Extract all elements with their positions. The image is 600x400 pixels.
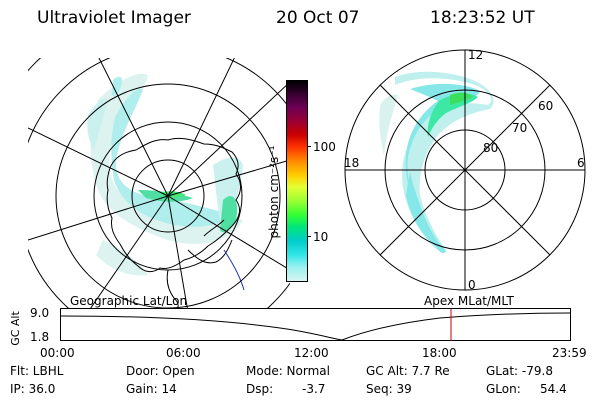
colorbar-tick-100: 100: [313, 140, 336, 154]
aurora-emission-geographic: [87, 73, 243, 276]
meridians: [28, 58, 290, 308]
status-door: Door: Open: [126, 364, 195, 378]
mlt-label-0: 0: [468, 278, 476, 292]
timeline-y-tick-high: 9.0: [30, 306, 50, 320]
colorbar-tick-10: 10: [313, 230, 329, 244]
mlat-label-80: 80: [483, 141, 498, 155]
mlt-lines: [345, 50, 585, 290]
geographic-caption: Geographic Lat/Lon: [70, 294, 188, 308]
status-flt: Flt: LBHL: [10, 364, 64, 378]
timeline-x-tick-0600: 06:00: [166, 346, 201, 360]
status-gain: Gain: 14: [126, 382, 177, 396]
status-glat: GLat: -79.8: [486, 364, 553, 378]
mlt-label-12: 12: [468, 48, 483, 62]
date-label: 20 Oct 07: [276, 8, 360, 28]
timeline-y-label: GC Alt: [8, 311, 22, 346]
instrument-title: Ultraviolet Imager: [37, 8, 191, 28]
south-america-coastline: [166, 269, 179, 308]
timeline-x-tick-0000: 00:00: [40, 346, 75, 360]
status-glon: GLon:: [486, 382, 521, 396]
status-gc-alt: GC Alt: 7.7 Re: [366, 364, 450, 378]
status-ip: IP: 36.0: [10, 382, 56, 396]
timeline-x-tick-1200: 12:00: [294, 346, 329, 360]
antarctica-coastline: [106, 137, 241, 273]
status-seq: Seq: 39: [366, 382, 412, 396]
aurora-emission-apex: [379, 71, 494, 254]
mlt-label-18: 18: [344, 156, 359, 170]
status-dsp-value: -3.7: [302, 382, 326, 396]
timeline-x-tick-1800: 18:00: [422, 346, 457, 360]
apex-caption: Apex MLat/MLT: [424, 294, 514, 308]
time-label: 18:23:52 UT: [430, 8, 535, 28]
latitude-circles: [28, 58, 290, 308]
colorbar-unit-label: photon cm⁻²s⁻¹: [267, 145, 281, 239]
status-glon-value: 54.4: [540, 382, 567, 396]
apex-polar-plot: 12 18 6 0 60 70 80: [344, 48, 586, 292]
mlat-label-70: 70: [512, 121, 527, 135]
altitude-timeline: [60, 308, 571, 341]
timeline-y-tick-low: 1.8: [30, 330, 50, 344]
mlt-label-6: 6: [577, 156, 585, 170]
status-mode: Mode: Normal: [246, 364, 330, 378]
geographic-map: [28, 58, 290, 308]
status-dsp: Dsp:: [246, 382, 274, 396]
timeline-x-tick-2359: 23:59: [552, 346, 587, 360]
mlat-label-60: 60: [538, 99, 553, 113]
colorbar: [286, 80, 308, 282]
